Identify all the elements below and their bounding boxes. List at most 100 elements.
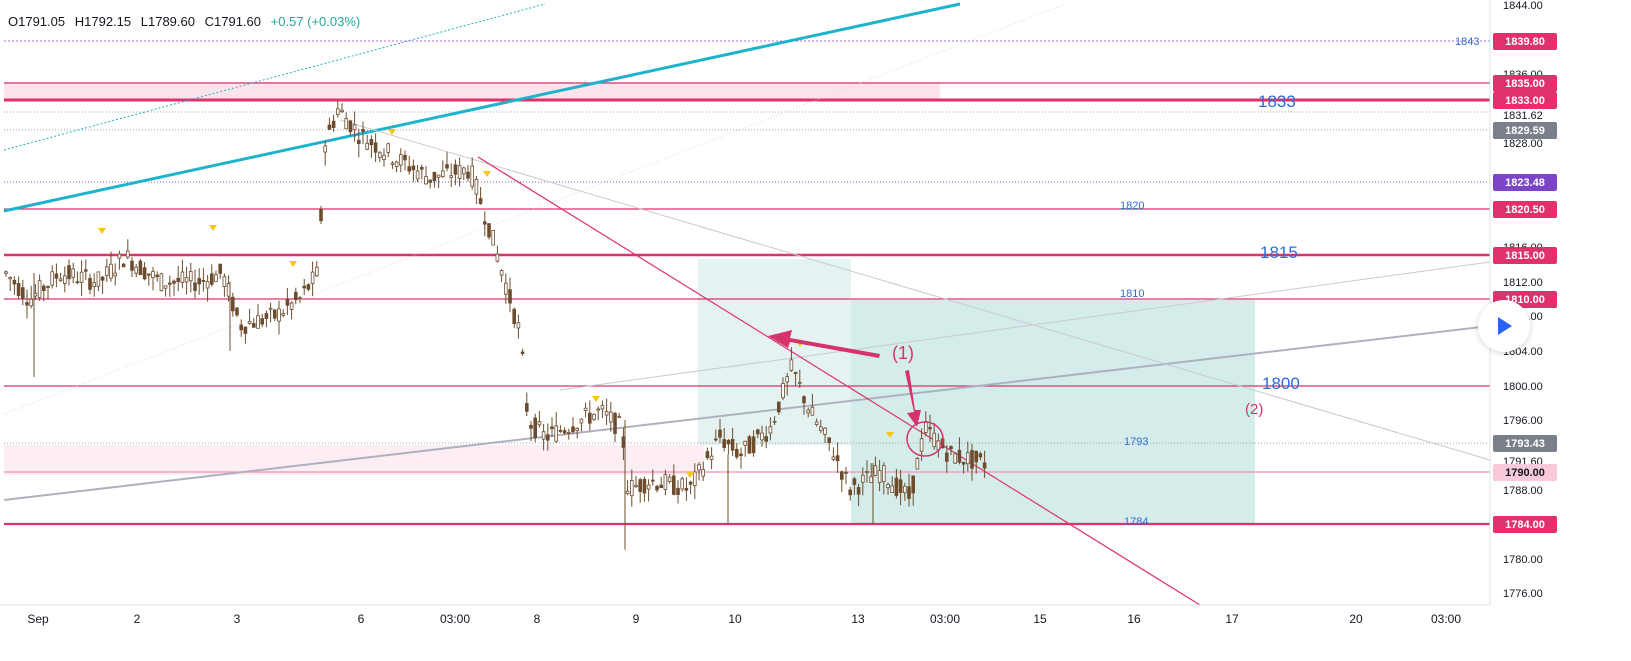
price-tick: 1831.62 xyxy=(1503,110,1543,122)
candle-body xyxy=(453,164,458,175)
candle-body xyxy=(680,478,684,490)
candle-body xyxy=(75,281,80,284)
candle-body xyxy=(533,417,537,439)
signal-arrow-icon xyxy=(483,171,491,177)
candle-body xyxy=(419,166,424,170)
trend-line-light xyxy=(339,119,1491,461)
candle-body xyxy=(793,372,798,374)
candle-body xyxy=(756,429,760,435)
price-badge xyxy=(1493,75,1557,92)
candle-body xyxy=(810,406,815,416)
candle-body xyxy=(222,276,227,287)
candle-body xyxy=(525,403,529,412)
candle-body xyxy=(651,479,655,482)
candle-body xyxy=(520,351,525,354)
trend-line-faint xyxy=(3,3,1066,415)
candle-body xyxy=(567,432,571,434)
price-badge-label: 1784.00 xyxy=(1505,519,1545,531)
candle-body xyxy=(121,263,126,268)
candle-body xyxy=(96,271,101,287)
price-tick: 1828.00 xyxy=(1503,138,1543,150)
candle-body xyxy=(445,164,449,169)
time-tick: 10 xyxy=(728,612,742,626)
signal-arrow-icon xyxy=(686,472,694,478)
candle-body xyxy=(205,280,210,289)
price-tick: 1788.00 xyxy=(1503,485,1543,497)
time-tick: 03:00 xyxy=(440,612,470,626)
time-tick: 16 xyxy=(1127,612,1141,626)
candle-body xyxy=(588,412,592,424)
candle-body xyxy=(718,429,722,438)
candle-body xyxy=(974,450,978,463)
signal-arrow-icon xyxy=(209,225,217,231)
play-button[interactable] xyxy=(1478,300,1530,352)
candle-body xyxy=(415,170,420,180)
candle-body xyxy=(596,408,600,411)
ohlc-high: H1792.15 xyxy=(74,14,132,29)
candle-body xyxy=(982,462,987,469)
price-badge-label: 1829.59 xyxy=(1505,125,1545,137)
candle-body xyxy=(798,381,802,384)
candle-body xyxy=(869,476,873,483)
candle-body xyxy=(617,416,621,418)
candle-body xyxy=(105,266,109,276)
ohlc-change: +0.57 (+0.03%) xyxy=(270,14,361,29)
candle-body xyxy=(604,410,609,416)
candle-body xyxy=(180,271,185,284)
candle-body xyxy=(184,277,189,283)
candle-body xyxy=(470,165,474,187)
candle-body xyxy=(541,431,546,440)
arrow-down-icon xyxy=(905,370,921,427)
candle-body xyxy=(579,418,584,424)
candle-body xyxy=(126,250,130,258)
candle-body xyxy=(646,484,651,490)
price-badge xyxy=(1493,435,1557,452)
candle-body xyxy=(277,308,281,322)
candle-body xyxy=(289,302,294,310)
candle-body xyxy=(852,478,857,485)
candle-body xyxy=(630,480,634,497)
candle-body xyxy=(201,279,206,282)
wave-label-1: (1) xyxy=(892,343,914,363)
price-badge-label: 1823.48 xyxy=(1505,177,1545,189)
highlight-circle xyxy=(906,421,944,457)
candle-body xyxy=(113,272,118,277)
candle-body xyxy=(592,413,596,420)
signal-arrow-icon xyxy=(388,129,396,135)
candle-body xyxy=(806,409,810,414)
candle-body xyxy=(882,465,886,483)
candle-body xyxy=(109,263,113,279)
candle-body xyxy=(814,421,819,425)
candle-body xyxy=(512,308,516,324)
candle-body xyxy=(789,359,794,371)
candle-body xyxy=(344,118,348,130)
candle-body xyxy=(562,430,567,434)
candle-body xyxy=(218,263,223,274)
candle-body xyxy=(197,278,202,285)
projection-zone-left xyxy=(698,259,851,445)
time-tick: 20 xyxy=(1349,612,1363,626)
candle-body xyxy=(50,271,54,286)
candle-body xyxy=(88,277,92,290)
candle-body xyxy=(743,440,747,446)
price-badge xyxy=(1493,92,1557,109)
candle-body xyxy=(67,265,71,280)
ohlc-open: O1791.05 xyxy=(8,14,66,29)
price-badge xyxy=(1493,247,1557,264)
candle-body xyxy=(861,474,865,483)
candle-body xyxy=(394,161,399,167)
ohlc-close: C1791.60 xyxy=(204,14,261,29)
candle-body xyxy=(840,471,844,480)
candle-body xyxy=(907,486,911,499)
candle-body xyxy=(407,166,411,172)
time-tick: 03:00 xyxy=(1431,612,1461,626)
level-label: 1793 xyxy=(1124,436,1148,448)
candle-body xyxy=(37,280,42,298)
candle-body xyxy=(953,453,957,464)
candle-body xyxy=(554,425,558,442)
candle-body xyxy=(516,322,521,329)
candle-body xyxy=(924,421,928,434)
candle-body xyxy=(449,175,453,178)
